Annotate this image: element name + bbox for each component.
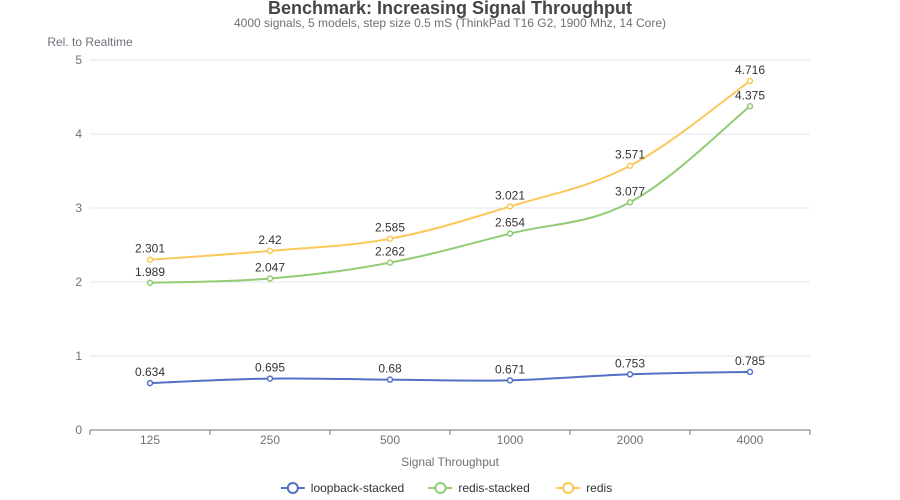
legend-label: loopback-stacked (311, 481, 404, 495)
data-point (506, 230, 514, 237)
legend-item[interactable]: redis (556, 481, 612, 495)
data-point (266, 375, 274, 382)
legend-label: redis-stacked (458, 481, 529, 495)
x-tick-label: 500 (380, 433, 400, 447)
data-label: 4.375 (735, 88, 765, 102)
data-label: 3.021 (495, 188, 525, 202)
y-tick-label: 5 (75, 53, 82, 67)
data-point (506, 203, 514, 210)
data-label: 2.301 (135, 242, 165, 256)
data-label: 2.047 (255, 261, 285, 275)
data-point (746, 368, 754, 376)
y-tick-label: 2 (75, 275, 82, 289)
data-label: 4.716 (735, 63, 765, 77)
legend[interactable]: loopback-stacked redis-stacked redis (280, 481, 612, 495)
x-tick-label: 1000 (497, 433, 524, 447)
data-point (386, 259, 394, 266)
chart-title: Benchmark: Increasing Signal Throughput (268, 0, 632, 18)
legend-item[interactable]: redis-stacked (428, 481, 530, 495)
legend-marker (286, 482, 299, 494)
data-label: 2.585 (375, 221, 405, 235)
data-point (626, 162, 634, 169)
data-point (146, 256, 154, 263)
data-label: 0.634 (135, 365, 165, 379)
x-tick-label: 2000 (617, 433, 644, 447)
legend-marker (562, 482, 575, 494)
data-label: 0.695 (255, 361, 285, 375)
y-tick-label: 0 (75, 423, 82, 437)
y-tick-label: 1 (75, 349, 82, 363)
data-label: 0.68 (378, 362, 402, 376)
data-labels: 0.634 0.695 0.68 0.671 0.753 0.785 1.989 2.047 2… (135, 63, 765, 379)
data-label: 2.42 (258, 233, 282, 247)
data-point (146, 279, 154, 287)
legend-marker (434, 482, 447, 494)
series-line (149, 370, 751, 385)
data-point (506, 377, 514, 384)
data-point (626, 371, 634, 378)
x-axis-title: Signal Throughput (401, 455, 500, 469)
chart-subtitle: 4000 signals, 5 models, step size 0.5 mS… (234, 16, 666, 30)
x-tick-label: 250 (260, 433, 280, 447)
data-point (746, 103, 754, 110)
data-label: 3.077 (615, 184, 645, 198)
y-axis-title: Rel. to Realtime (47, 35, 133, 49)
data-point (266, 275, 274, 282)
data-label: 0.671 (495, 362, 525, 376)
data-point (386, 235, 394, 242)
axes: 0 1 2 3 4 5 125 250 500 1000 2000 4000 (75, 53, 811, 447)
grid (90, 59, 810, 357)
data-point (626, 199, 634, 206)
data-label: 2.654 (495, 216, 525, 230)
data-point (746, 77, 754, 85)
legend-item[interactable]: loopback-stacked (280, 481, 404, 495)
data-label: 0.753 (615, 356, 645, 370)
legend-label: redis (586, 481, 612, 495)
data-label: 0.785 (735, 354, 765, 368)
y-tick-label: 4 (75, 127, 82, 141)
series-line (149, 80, 751, 261)
data-point (386, 376, 394, 383)
x-tick-label: 4000 (737, 433, 764, 447)
data-point (266, 247, 274, 255)
series-layer (146, 77, 754, 387)
data-point (146, 379, 154, 387)
y-tick-label: 3 (75, 201, 82, 215)
series-line (149, 105, 751, 284)
x-tick-label: 125 (140, 433, 160, 447)
data-label: 2.262 (375, 245, 405, 259)
data-label: 1.989 (135, 265, 165, 279)
data-label: 3.571 (615, 148, 645, 162)
